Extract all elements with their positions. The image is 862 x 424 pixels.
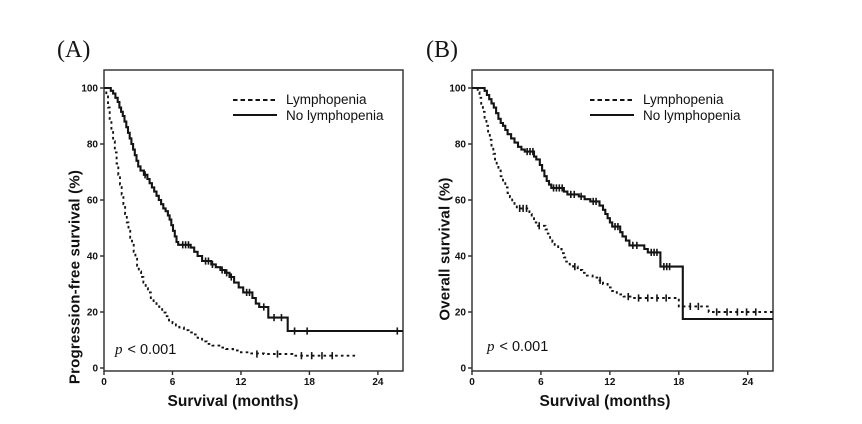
series-no-lymphopenia-censor-marks [526,147,671,271]
legend-item-no-lymphopenia: No lymphopenia [233,108,384,124]
p-value-text: < 0.001 [499,339,549,355]
y-axis-ticks: 0 20 40 60 80 100 [449,84,472,375]
solid-line-swatch [590,114,634,117]
x-tick-label: 12 [235,377,247,388]
y-tick-label: 100 [449,84,466,95]
y-tick-label: 40 [87,252,99,263]
series-no-lymphopenia-curve [472,86,773,321]
legend-label: Lymphopenia [286,92,367,107]
plot-frame [471,69,774,372]
panel-a-y-axis-title: Progression-free survival (%) [66,169,84,385]
panel-a-legend: Lymphopenia No lymphopenia [233,92,384,123]
x-tick-label: 0 [101,377,107,388]
panel-b-plot: 0 6 12 18 24 0 20 40 60 80 100 [449,69,774,388]
legend-item-lymphopenia: Lymphopenia [233,92,384,108]
p-value-text: < 0.001 [127,342,177,358]
legend-label: Lymphopenia [643,92,724,107]
legend-item-no-lymphopenia: No lymphopenia [590,108,741,124]
panel-a-p-value: p < 0.001 [115,342,176,359]
panel-b-x-axis-title: Survival (months) [539,393,671,410]
panel-b-p-value: p < 0.001 [487,339,548,356]
y-axis-ticks: 0 20 40 60 80 100 [81,84,104,375]
x-axis-ticks: 0 6 12 18 24 [101,371,384,388]
series-no-lymphopenia-curve [104,86,403,333]
dashed-line-swatch [233,98,277,101]
x-tick-label: 6 [170,377,176,388]
x-tick-label: 18 [304,377,316,388]
legend-label: No lymphopenia [286,107,384,123]
panel-a-x-axis-title: Survival (months) [167,393,299,410]
series-lymphopenia-censor-marks [518,204,757,316]
x-tick-label: 12 [604,377,616,388]
y-tick-label: 60 [455,196,467,207]
solid-line-swatch [233,114,277,117]
p-symbol: p [487,339,495,355]
y-tick-label: 80 [455,140,467,151]
p-symbol: p [115,342,123,358]
panel-b-y-axis-title: Overall survival (%) [436,177,454,321]
series-lymphopenia-censor-marks [256,350,334,360]
legend-item-lymphopenia: Lymphopenia [590,92,741,108]
y-tick-label: 60 [87,196,99,207]
legend-label: No lymphopenia [643,107,741,123]
panel-a-label: (A) [57,37,91,63]
x-tick-label: 24 [372,377,384,388]
x-tick-label: 6 [538,377,544,388]
x-tick-label: 18 [673,377,685,388]
dashed-line-swatch [590,98,634,101]
panel-a-plot: 0 6 12 18 24 0 20 40 60 80 100 [81,69,404,388]
y-tick-label: 40 [455,252,467,263]
series-lymphopenia-curve [104,87,358,357]
y-tick-label: 20 [455,308,467,319]
y-tick-label: 80 [87,140,99,151]
series-no-lymphopenia-censor-marks [144,171,399,335]
x-axis-ticks: 0 6 12 18 24 [469,371,754,388]
x-tick-label: 24 [742,377,754,388]
y-tick-label: 0 [92,364,98,375]
panel-b-label: (B) [426,37,458,63]
y-tick-label: 100 [81,84,98,95]
panel-b-legend: Lymphopenia No lymphopenia [590,92,741,123]
x-tick-label: 0 [469,377,475,388]
y-tick-label: 0 [460,364,466,375]
y-tick-label: 20 [87,308,99,319]
plot-frame [103,69,404,372]
